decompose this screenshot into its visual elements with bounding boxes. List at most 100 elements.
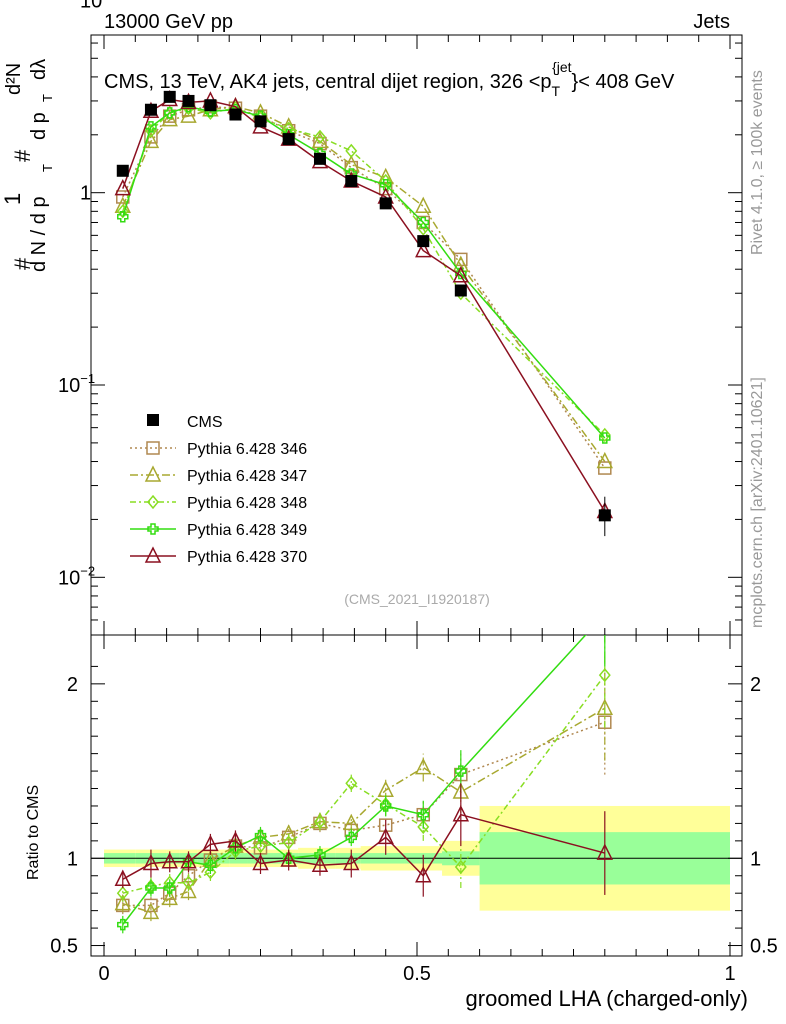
ratio-point: [600, 609, 610, 619]
ratio-point: [204, 865, 217, 880]
ratio-point: [313, 814, 326, 829]
ratio-line: [122, 635, 587, 926]
ratio-point: [455, 765, 467, 777]
ratio-point: [377, 827, 394, 845]
series-point: [313, 129, 326, 145]
y-label-den: d N / d p: [28, 196, 50, 272]
ratio-point: [280, 824, 297, 841]
chart-title-end: }< 408 GeV: [572, 71, 676, 93]
y-label-hash2: #: [10, 149, 35, 162]
ratio-point: [117, 918, 129, 931]
ratio-point: [252, 853, 269, 871]
header-left: 13000 GeV pp: [104, 11, 233, 33]
ratio-point: [254, 838, 267, 854]
ratio-point: [415, 757, 432, 775]
series-point: [378, 181, 393, 196]
legend: CMS Pythia 6.428 346 Pythia 6.428 347 Py…: [130, 414, 307, 566]
series-point: [345, 143, 358, 159]
chart-title-sup: {jet: [552, 59, 572, 75]
ratio-point: [161, 888, 178, 906]
ratio-point: [598, 667, 611, 683]
ratio-point: [227, 831, 244, 848]
y-label-dpt: d p: [28, 112, 50, 140]
ratio-point: [142, 902, 160, 920]
series-line: [122, 105, 606, 462]
legend-label-cms: CMS: [187, 414, 223, 431]
legend-marker: [147, 494, 159, 510]
data-point: [254, 115, 267, 128]
ratio-line: [122, 707, 606, 914]
ratio-point: [417, 819, 430, 835]
header-right: Jets: [693, 11, 730, 33]
chart-title-main: CMS, 13 TeV, AK4 jets, central dijet reg…: [104, 71, 552, 93]
y-label-one: 1: [0, 193, 25, 205]
series-point: [452, 255, 470, 272]
y-label-hash1: #: [10, 257, 35, 270]
series-point: [377, 167, 394, 185]
ratio-point: [145, 882, 157, 894]
ratio-point: [180, 852, 197, 869]
data-point: [313, 152, 326, 165]
series-line: [122, 107, 606, 436]
y-label-dlambda: dλ: [28, 59, 50, 80]
data-point: [116, 164, 129, 177]
series-point: [163, 107, 176, 119]
ratio-y-tick-label: 0.5: [50, 936, 78, 958]
rivet-label: Rivet 4.1.0, ≥ 100k events: [749, 70, 766, 255]
ratio-point: [314, 849, 326, 861]
ratio-y-tick-label-right: 2: [750, 674, 761, 696]
y-label-d2n: d²N: [3, 63, 25, 95]
ratio-point: [202, 834, 219, 852]
ratio-point: [596, 843, 614, 860]
series-point: [343, 154, 360, 172]
ratio-point: [114, 893, 131, 911]
ratio-y-label: Ratio to CMS: [25, 785, 42, 880]
ratio-point: [180, 881, 197, 899]
legend-label-348: Pythia 6.428 348: [187, 495, 307, 512]
data-point: [204, 99, 217, 112]
data-point: [454, 284, 467, 297]
legend-label-349: Pythia 6.428 349: [187, 522, 307, 539]
legend-label-347: Pythia 6.428 347: [187, 468, 307, 485]
main-plot-frame: 10 1 10−1 10−2: [58, 0, 743, 956]
ratio-point: [379, 800, 392, 812]
series-point: [598, 427, 611, 443]
x-axis-label: groomed LHA (charged-only): [466, 986, 748, 1011]
ratio-point: [204, 859, 217, 872]
series-point: [116, 204, 129, 219]
legend-marker: [144, 546, 162, 563]
data-point: [282, 133, 295, 146]
x-tick-label: 0.5: [403, 963, 431, 985]
series-point: [596, 451, 614, 469]
legend-marker: [147, 523, 159, 535]
data-point: [229, 108, 242, 121]
data-point: [163, 90, 176, 103]
ratio-point: [454, 859, 467, 875]
ratio-point: [114, 869, 131, 886]
ratio-point: [345, 776, 358, 791]
ratio-point: [144, 898, 158, 913]
series-point: [417, 216, 430, 229]
main-frame: [90, 34, 743, 636]
data-point: [345, 175, 358, 188]
series-point: [452, 266, 470, 283]
ratio-point: [142, 853, 160, 871]
ratio-plot-frame: 0 0.5 1 0.5 0.5 1 1 2 2: [50, 634, 778, 985]
y-label-dpt-sub: T: [40, 94, 55, 102]
series-point: [180, 106, 197, 123]
series-point: [114, 178, 131, 196]
series-line: [122, 105, 606, 439]
data-layer: [116, 90, 611, 537]
series-ratio: [117, 609, 610, 934]
ratio-y-tick-label: 1: [67, 848, 78, 870]
ratio-point: [182, 875, 195, 890]
ratio-point: [345, 831, 358, 844]
y-tick-label: 1: [80, 183, 91, 205]
x-tick-label: 0: [98, 963, 109, 985]
ratio-point: [417, 808, 430, 821]
series-point: [415, 196, 432, 214]
ratio-point: [415, 866, 432, 883]
ratio-point: [229, 842, 242, 854]
data-point: [182, 94, 195, 107]
